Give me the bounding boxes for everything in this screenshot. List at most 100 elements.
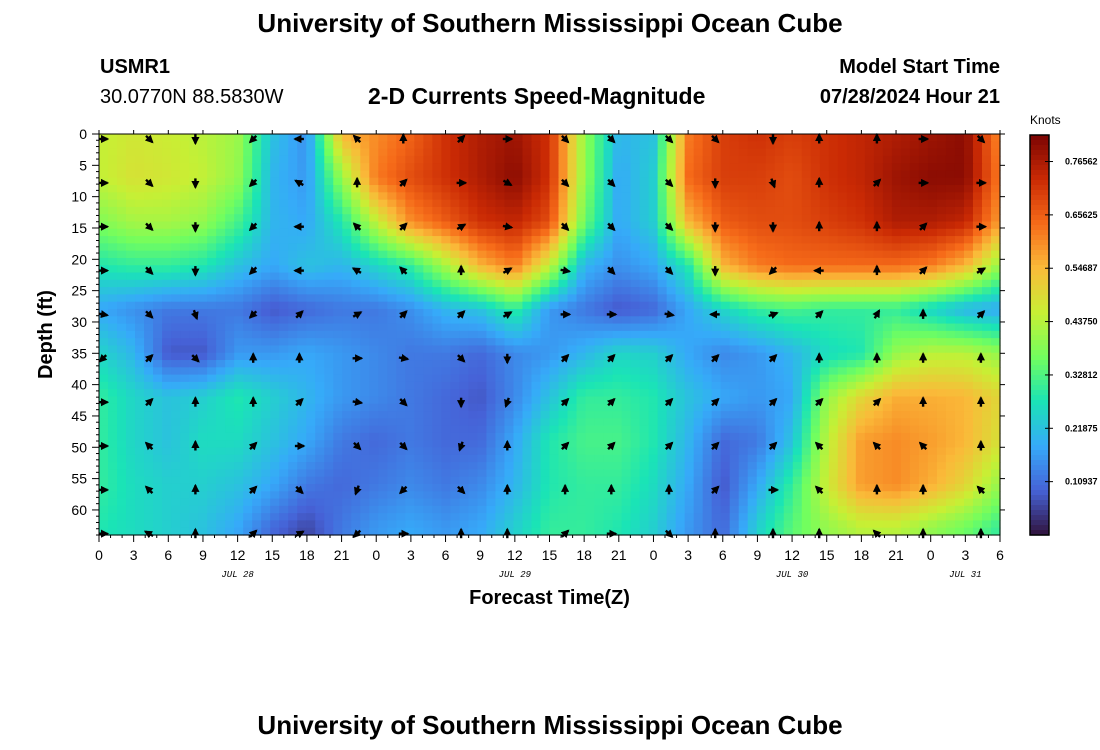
heatmap-cell bbox=[594, 418, 605, 427]
heatmap-cell bbox=[603, 491, 614, 500]
heatmap-cell bbox=[162, 134, 172, 142]
heatmap-cell bbox=[459, 279, 470, 288]
heatmap-cell bbox=[261, 177, 271, 186]
heatmap-cell bbox=[333, 236, 343, 244]
heatmap-cell bbox=[576, 301, 587, 310]
heatmap-cell bbox=[549, 177, 560, 186]
heatmap-cell bbox=[387, 367, 397, 376]
heatmap-cell bbox=[756, 483, 767, 492]
heatmap-cell bbox=[666, 454, 677, 463]
heatmap-cell bbox=[378, 316, 388, 325]
heatmap-cell bbox=[441, 257, 451, 266]
heatmap-cell bbox=[198, 447, 208, 456]
heatmap-cell bbox=[630, 287, 641, 295]
heatmap-cell bbox=[495, 265, 506, 274]
heatmap-cell bbox=[531, 432, 542, 441]
heatmap-cell bbox=[603, 308, 614, 317]
heatmap-cell bbox=[162, 381, 172, 390]
heatmap-cell bbox=[162, 323, 172, 332]
heatmap-cell bbox=[774, 308, 785, 317]
heatmap-cell bbox=[333, 491, 343, 500]
heatmap-cell bbox=[810, 330, 821, 339]
heatmap-cell bbox=[702, 323, 713, 332]
heatmap-cell bbox=[216, 206, 226, 215]
heatmap-cell bbox=[387, 192, 397, 201]
heatmap-cell bbox=[180, 476, 190, 485]
heatmap-cell bbox=[171, 141, 181, 150]
heatmap-cell bbox=[864, 250, 875, 259]
heatmap-cell bbox=[225, 192, 235, 201]
heatmap-cell bbox=[684, 287, 695, 295]
heatmap-cell bbox=[522, 381, 533, 390]
heatmap-cell bbox=[801, 148, 812, 157]
heatmap-cell bbox=[99, 279, 109, 288]
heatmap-cell bbox=[882, 155, 893, 164]
heatmap-cell bbox=[558, 228, 569, 237]
heatmap-cell bbox=[522, 228, 533, 237]
heatmap-cell bbox=[855, 425, 866, 434]
heatmap-cell bbox=[342, 425, 352, 434]
heatmap-cell bbox=[657, 469, 668, 478]
heatmap-cell bbox=[810, 381, 821, 390]
heatmap-cell bbox=[945, 367, 956, 376]
heatmap-cell bbox=[783, 221, 794, 230]
heatmap-cell bbox=[819, 454, 830, 463]
heatmap-cell bbox=[630, 440, 641, 449]
heatmap-cell bbox=[306, 287, 316, 295]
heatmap-cell bbox=[333, 206, 343, 215]
heatmap-cell bbox=[639, 170, 650, 179]
heatmap-cell bbox=[504, 287, 515, 295]
heatmap-cell bbox=[360, 440, 370, 449]
heatmap-cell bbox=[909, 476, 920, 485]
heatmap-cell bbox=[810, 294, 821, 303]
heatmap-cell bbox=[153, 228, 163, 237]
heatmap-cell bbox=[891, 272, 902, 281]
heatmap-cell bbox=[765, 192, 776, 201]
heatmap-cell bbox=[414, 462, 424, 470]
heatmap-cell bbox=[216, 163, 226, 172]
heatmap-cell bbox=[198, 491, 208, 500]
heatmap-cell bbox=[171, 316, 181, 325]
heatmap-cell bbox=[675, 425, 686, 434]
heatmap-cell bbox=[711, 214, 722, 223]
heatmap-cell bbox=[558, 381, 569, 390]
heatmap-cell bbox=[297, 454, 307, 463]
heatmap-cell bbox=[558, 403, 569, 412]
heatmap-cell bbox=[288, 265, 298, 274]
heatmap-cell bbox=[369, 155, 379, 164]
heatmap-cell bbox=[621, 432, 632, 441]
heatmap-cell bbox=[135, 221, 145, 230]
heatmap-cell bbox=[360, 403, 370, 412]
heatmap-cell bbox=[585, 330, 596, 339]
heatmap-cell bbox=[603, 170, 614, 179]
heatmap-cell bbox=[684, 425, 695, 434]
heatmap-cell bbox=[198, 308, 208, 317]
heatmap-cell bbox=[828, 214, 839, 223]
heatmap-cell bbox=[882, 483, 893, 492]
heatmap-cell bbox=[954, 389, 965, 398]
heatmap-cell bbox=[207, 418, 217, 427]
heatmap-cell bbox=[909, 440, 920, 449]
heatmap-cell bbox=[144, 454, 154, 463]
heatmap-cell bbox=[450, 308, 460, 317]
heatmap-cell bbox=[198, 272, 208, 281]
heatmap-cell bbox=[693, 469, 704, 478]
heatmap-cell bbox=[531, 177, 542, 186]
heatmap-cell bbox=[504, 483, 515, 492]
heatmap-cell bbox=[153, 308, 163, 317]
heatmap-cell bbox=[747, 228, 758, 237]
heatmap-cell bbox=[117, 141, 127, 150]
heatmap-cell bbox=[684, 236, 695, 244]
heatmap-cell bbox=[954, 272, 965, 281]
heatmap-cell bbox=[774, 294, 785, 303]
heatmap-cell bbox=[909, 163, 920, 172]
heatmap-cell bbox=[198, 440, 208, 449]
heatmap-cell bbox=[414, 389, 424, 398]
heatmap-cell bbox=[324, 418, 334, 427]
heatmap-cell bbox=[909, 236, 920, 244]
heatmap-cell bbox=[369, 279, 379, 288]
heatmap-cell bbox=[630, 338, 641, 347]
heatmap-cell bbox=[315, 491, 325, 500]
heatmap-cell bbox=[216, 170, 226, 179]
heatmap-cell bbox=[387, 462, 397, 470]
